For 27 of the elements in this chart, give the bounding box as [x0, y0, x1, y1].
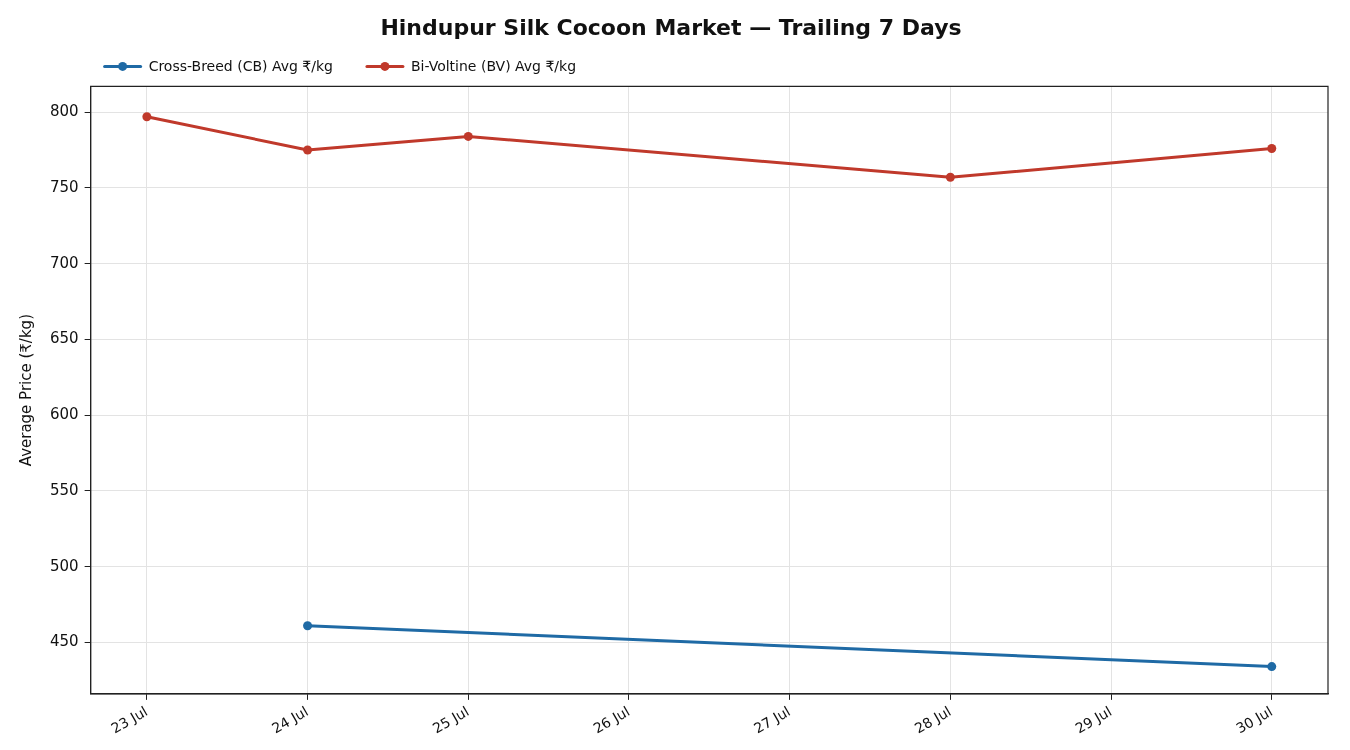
y-tick-label: 450 [49, 632, 79, 651]
point [945, 172, 955, 182]
y-tick-label: 800 [49, 102, 79, 121]
y-tick-label: 750 [49, 177, 79, 196]
y-tick-label: 600 [49, 405, 79, 424]
legend-label: Bi-Voltine (BV) Avg ₹/kg [410, 58, 577, 75]
point [1267, 144, 1277, 154]
x-tick-label: 25 Jul [429, 703, 472, 737]
chart-title: Hindupur Silk Cocoon Market — Trailing 7 Days [380, 14, 962, 40]
point [303, 145, 313, 155]
y-tick-label: 700 [49, 253, 79, 272]
y-tick-label: 550 [49, 480, 79, 499]
x-tick-label: 28 Jul [911, 703, 954, 737]
x-tick-label: 23 Jul [108, 703, 151, 737]
y-axis-title: Average Price (₹/kg) [16, 314, 35, 467]
point [463, 131, 473, 141]
x-tick-label: 29 Jul [1072, 703, 1115, 737]
y-tick-label: 500 [49, 556, 79, 575]
point [1267, 662, 1277, 672]
x-tick-label: 30 Jul [1233, 703, 1276, 737]
point [303, 621, 313, 631]
x-tick-label: 26 Jul [590, 703, 633, 737]
legend-label: Cross-Breed (CB) Avg ₹/kg [148, 58, 333, 75]
x-tick-label: 27 Jul [751, 703, 793, 737]
x-tick-label: 24 Jul [269, 703, 311, 737]
y-tick-label: 650 [49, 329, 79, 348]
point [142, 112, 152, 122]
